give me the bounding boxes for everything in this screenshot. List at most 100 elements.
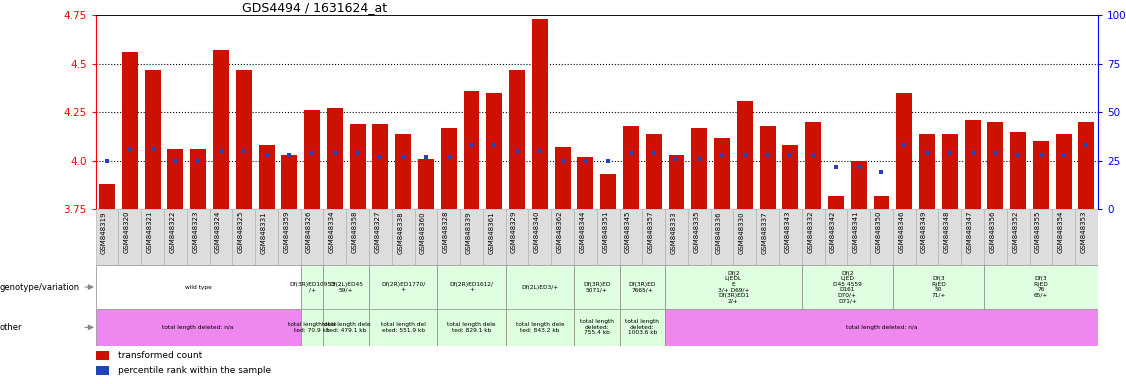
Bar [600,174,616,209]
Bar [323,309,369,346]
Bar [893,209,915,265]
Bar [962,209,984,265]
Text: Df(2
L)ED
D45 4559
D161
D70/+
D71/+: Df(2 L)ED D45 4559 D161 D70/+ D71/+ [833,271,861,303]
Text: GSM848338: GSM848338 [397,211,403,253]
Bar [965,120,981,209]
Bar [327,108,342,209]
Bar [461,209,483,265]
Bar [757,209,779,265]
Bar [437,265,506,309]
Bar [919,134,935,209]
Bar [802,209,824,265]
Bar [847,209,870,265]
Text: GSM848356: GSM848356 [990,211,995,253]
Text: GSM848335: GSM848335 [694,211,699,253]
Bar [278,209,301,265]
Bar [395,134,411,209]
Bar [301,265,323,309]
Bar [870,209,893,265]
Text: GSM848352: GSM848352 [1012,211,1018,253]
Bar [669,155,685,209]
Text: total length
deleted:
1003.6 kb: total length deleted: 1003.6 kb [625,319,659,336]
Bar [1079,122,1094,209]
Bar [509,70,525,209]
Bar [851,161,867,209]
Bar [645,134,662,209]
Bar [190,149,206,209]
Bar [1010,132,1026,209]
Bar [802,265,893,309]
Bar [373,124,388,209]
Bar [99,184,115,209]
Text: Df(2L)ED3/+: Df(2L)ED3/+ [521,285,558,290]
Bar [531,19,548,209]
Text: GSM848349: GSM848349 [921,211,927,253]
Bar [1029,209,1053,265]
Bar [301,209,323,265]
Bar [574,265,619,309]
Bar [96,366,109,375]
Bar [783,145,798,209]
Text: Df(3R)ED10953
/+: Df(3R)ED10953 /+ [289,282,336,292]
Bar [824,209,847,265]
Text: GSM848319: GSM848319 [101,211,107,253]
Bar [874,196,890,209]
Text: GSM848328: GSM848328 [443,211,449,253]
Bar [168,149,184,209]
Text: Df(2R)ED1612/
+: Df(2R)ED1612/ + [449,282,493,292]
Bar [896,93,912,209]
Bar [213,50,229,209]
Text: percentile rank within the sample: percentile rank within the sample [118,366,271,375]
Text: GSM848354: GSM848354 [1057,211,1064,253]
Bar [486,93,502,209]
Text: Df(2R)ED1770/
+: Df(2R)ED1770/ + [381,282,426,292]
Bar [232,209,256,265]
Bar [578,157,593,209]
Bar [828,196,843,209]
Text: total length deleted: n/a: total length deleted: n/a [846,325,918,330]
Bar [779,209,802,265]
Bar [988,122,1003,209]
Bar [369,309,437,346]
Bar [483,209,506,265]
Bar [323,265,369,309]
Text: GSM848331: GSM848331 [260,211,267,253]
Bar [623,126,638,209]
Bar [96,265,301,309]
Text: transformed count: transformed count [118,351,203,360]
Bar [96,309,301,346]
Text: total length dele
ted: 70.9 kb: total length dele ted: 70.9 kb [288,322,337,333]
Bar [665,309,1098,346]
Bar [256,209,278,265]
Bar [304,110,320,209]
Bar [941,134,958,209]
Bar [760,126,776,209]
Text: GSM848353: GSM848353 [1081,211,1087,253]
Bar [282,155,297,209]
Bar [733,209,757,265]
Bar [528,209,552,265]
Text: GSM848342: GSM848342 [830,211,835,253]
Bar [464,91,480,209]
Text: GSM848361: GSM848361 [489,211,494,253]
Text: total length del
eted: 551.9 kb: total length del eted: 551.9 kb [381,322,426,333]
Text: GSM848320: GSM848320 [124,211,129,253]
Text: GSM848355: GSM848355 [1035,211,1040,253]
Text: other: other [0,323,23,332]
Bar [437,309,506,346]
Text: GSM848325: GSM848325 [238,211,243,253]
Text: GSM848332: GSM848332 [807,211,813,253]
Bar [619,265,665,309]
Bar [506,309,574,346]
Bar [414,209,437,265]
Text: GSM848350: GSM848350 [876,211,882,253]
Bar [619,309,665,346]
Bar [235,70,252,209]
Bar [736,101,753,209]
Bar [118,209,141,265]
Bar [323,209,346,265]
Bar [347,209,369,265]
Bar [301,309,323,346]
Bar [164,209,187,265]
Bar [984,209,1007,265]
